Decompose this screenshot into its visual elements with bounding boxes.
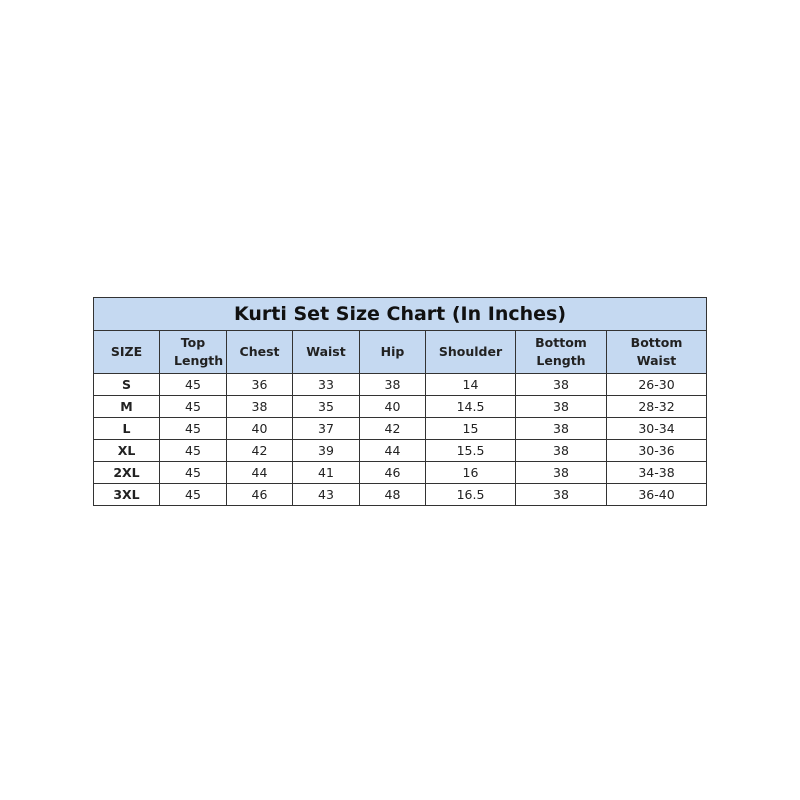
- value-cell: 38: [226, 395, 293, 418]
- value-cell: 38: [515, 395, 607, 418]
- value-cell: 15.5: [425, 439, 516, 462]
- value-cell: 45: [159, 461, 227, 484]
- value-cell: 44: [359, 439, 426, 462]
- value-cell: 36: [226, 373, 293, 396]
- value-cell: 45: [159, 395, 227, 418]
- header-row: SIZE Top Length Chest Waist Hip Shoulder Botto…: [93, 330, 708, 374]
- value-cell: 45: [159, 439, 227, 462]
- value-cell: 30-36: [605, 439, 708, 462]
- value-cell: 45: [159, 483, 227, 506]
- value-cell: 26-30: [605, 373, 708, 396]
- value-cell: 30-34: [605, 417, 708, 440]
- value-cell: 40: [359, 395, 426, 418]
- value-cell: 28-32: [605, 395, 708, 418]
- value-cell: 42: [359, 417, 426, 440]
- value-cell: 40: [226, 417, 293, 440]
- table-row: 2XL 45 44 41 46 16 38 34-38: [93, 461, 708, 484]
- value-cell: 44: [226, 461, 293, 484]
- column-header: Bottom Waist: [605, 330, 708, 374]
- value-cell: 38: [515, 483, 607, 506]
- value-cell: 14: [425, 373, 516, 396]
- value-cell: 45: [159, 373, 227, 396]
- value-cell: 48: [359, 483, 426, 506]
- column-header: Hip: [359, 330, 426, 374]
- value-cell: 41: [292, 461, 360, 484]
- value-cell: 37: [292, 417, 360, 440]
- value-cell: 35: [292, 395, 360, 418]
- value-cell: 39: [292, 439, 360, 462]
- size-chart-table: Kurti Set Size Chart (In Inches) SIZE Top…: [92, 297, 708, 506]
- column-header: Shoulder: [425, 330, 516, 374]
- value-cell: 16.5: [425, 483, 516, 506]
- value-cell: 34-38: [605, 461, 708, 484]
- table-row: M 45 38 35 40 14.5 38 28-32: [93, 395, 708, 418]
- column-header: Bottom Length: [515, 330, 607, 374]
- table-body: S 45 36 33 38 14 38 26-30 M 45 38 35 40 14.5 38 28-32 L 4…: [93, 373, 708, 506]
- column-header: Chest: [226, 330, 293, 374]
- table-row: S 45 36 33 38 14 38 26-30: [93, 373, 708, 396]
- size-cell: 2XL: [93, 461, 160, 484]
- value-cell: 16: [425, 461, 516, 484]
- table-row: 3XL 45 46 43 48 16.5 38 36-40: [93, 483, 708, 506]
- value-cell: 38: [515, 439, 607, 462]
- value-cell: 15: [425, 417, 516, 440]
- size-cell: XL: [93, 439, 160, 462]
- value-cell: 38: [359, 373, 426, 396]
- value-cell: 14.5: [425, 395, 516, 418]
- size-cell: M: [93, 395, 160, 418]
- table-title: Kurti Set Size Chart (In Inches): [92, 297, 708, 331]
- value-cell: 46: [226, 483, 293, 506]
- column-header: SIZE: [93, 330, 160, 374]
- value-cell: 42: [226, 439, 293, 462]
- size-cell: L: [93, 417, 160, 440]
- value-cell: 33: [292, 373, 360, 396]
- size-cell: 3XL: [93, 483, 160, 506]
- column-header: Waist: [292, 330, 360, 374]
- value-cell: 38: [515, 461, 607, 484]
- value-cell: 46: [359, 461, 426, 484]
- column-header: Top Length: [159, 330, 227, 374]
- table-row: L 45 40 37 42 15 38 30-34: [93, 417, 708, 440]
- value-cell: 38: [515, 373, 607, 396]
- value-cell: 36-40: [605, 483, 708, 506]
- table-row: XL 45 42 39 44 15.5 38 30-36: [93, 439, 708, 462]
- size-cell: S: [93, 373, 160, 396]
- value-cell: 43: [292, 483, 360, 506]
- value-cell: 45: [159, 417, 227, 440]
- value-cell: 38: [515, 417, 607, 440]
